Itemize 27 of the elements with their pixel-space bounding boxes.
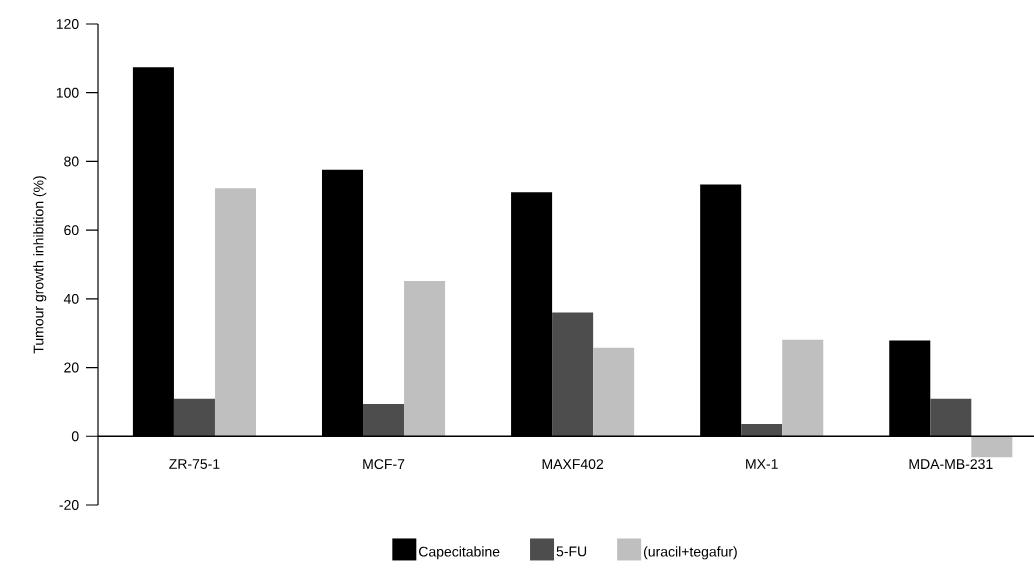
bar (552, 312, 594, 437)
y-tick-label: 80 (64, 156, 79, 167)
bar (741, 423, 783, 437)
bar (782, 339, 824, 437)
bar (971, 436, 1013, 458)
bar (214, 188, 256, 437)
legend-label: 5-FU (556, 546, 587, 557)
y-tick-label: 40 (63, 293, 79, 304)
legend-label: Capecitabine (419, 546, 500, 560)
y-tick-label: 20 (64, 362, 79, 373)
bar (930, 398, 972, 437)
x-tick-label: MX-1 (746, 459, 778, 469)
x-tick-label: MCF-7 (363, 459, 405, 470)
x-tick-label: ZR-75-1 (169, 459, 220, 469)
x-tick-label: MAXF402 (542, 459, 604, 470)
bar (593, 347, 635, 437)
bar (173, 398, 215, 437)
legend-label: (uracil+tegafur) (644, 546, 737, 560)
bar (363, 403, 405, 437)
y-tick-label: 0 (71, 431, 79, 442)
x-tick-label: MDA-MB-231 (909, 459, 993, 470)
y-tick-label: 120 (56, 19, 79, 29)
y-tick-label: 60 (64, 225, 79, 236)
y-tick-label: -20 (59, 500, 79, 510)
y-axis-title: Tumour growth inhibition (%) (33, 176, 47, 354)
bar (404, 280, 446, 437)
y-tick-label: 100 (56, 87, 79, 98)
